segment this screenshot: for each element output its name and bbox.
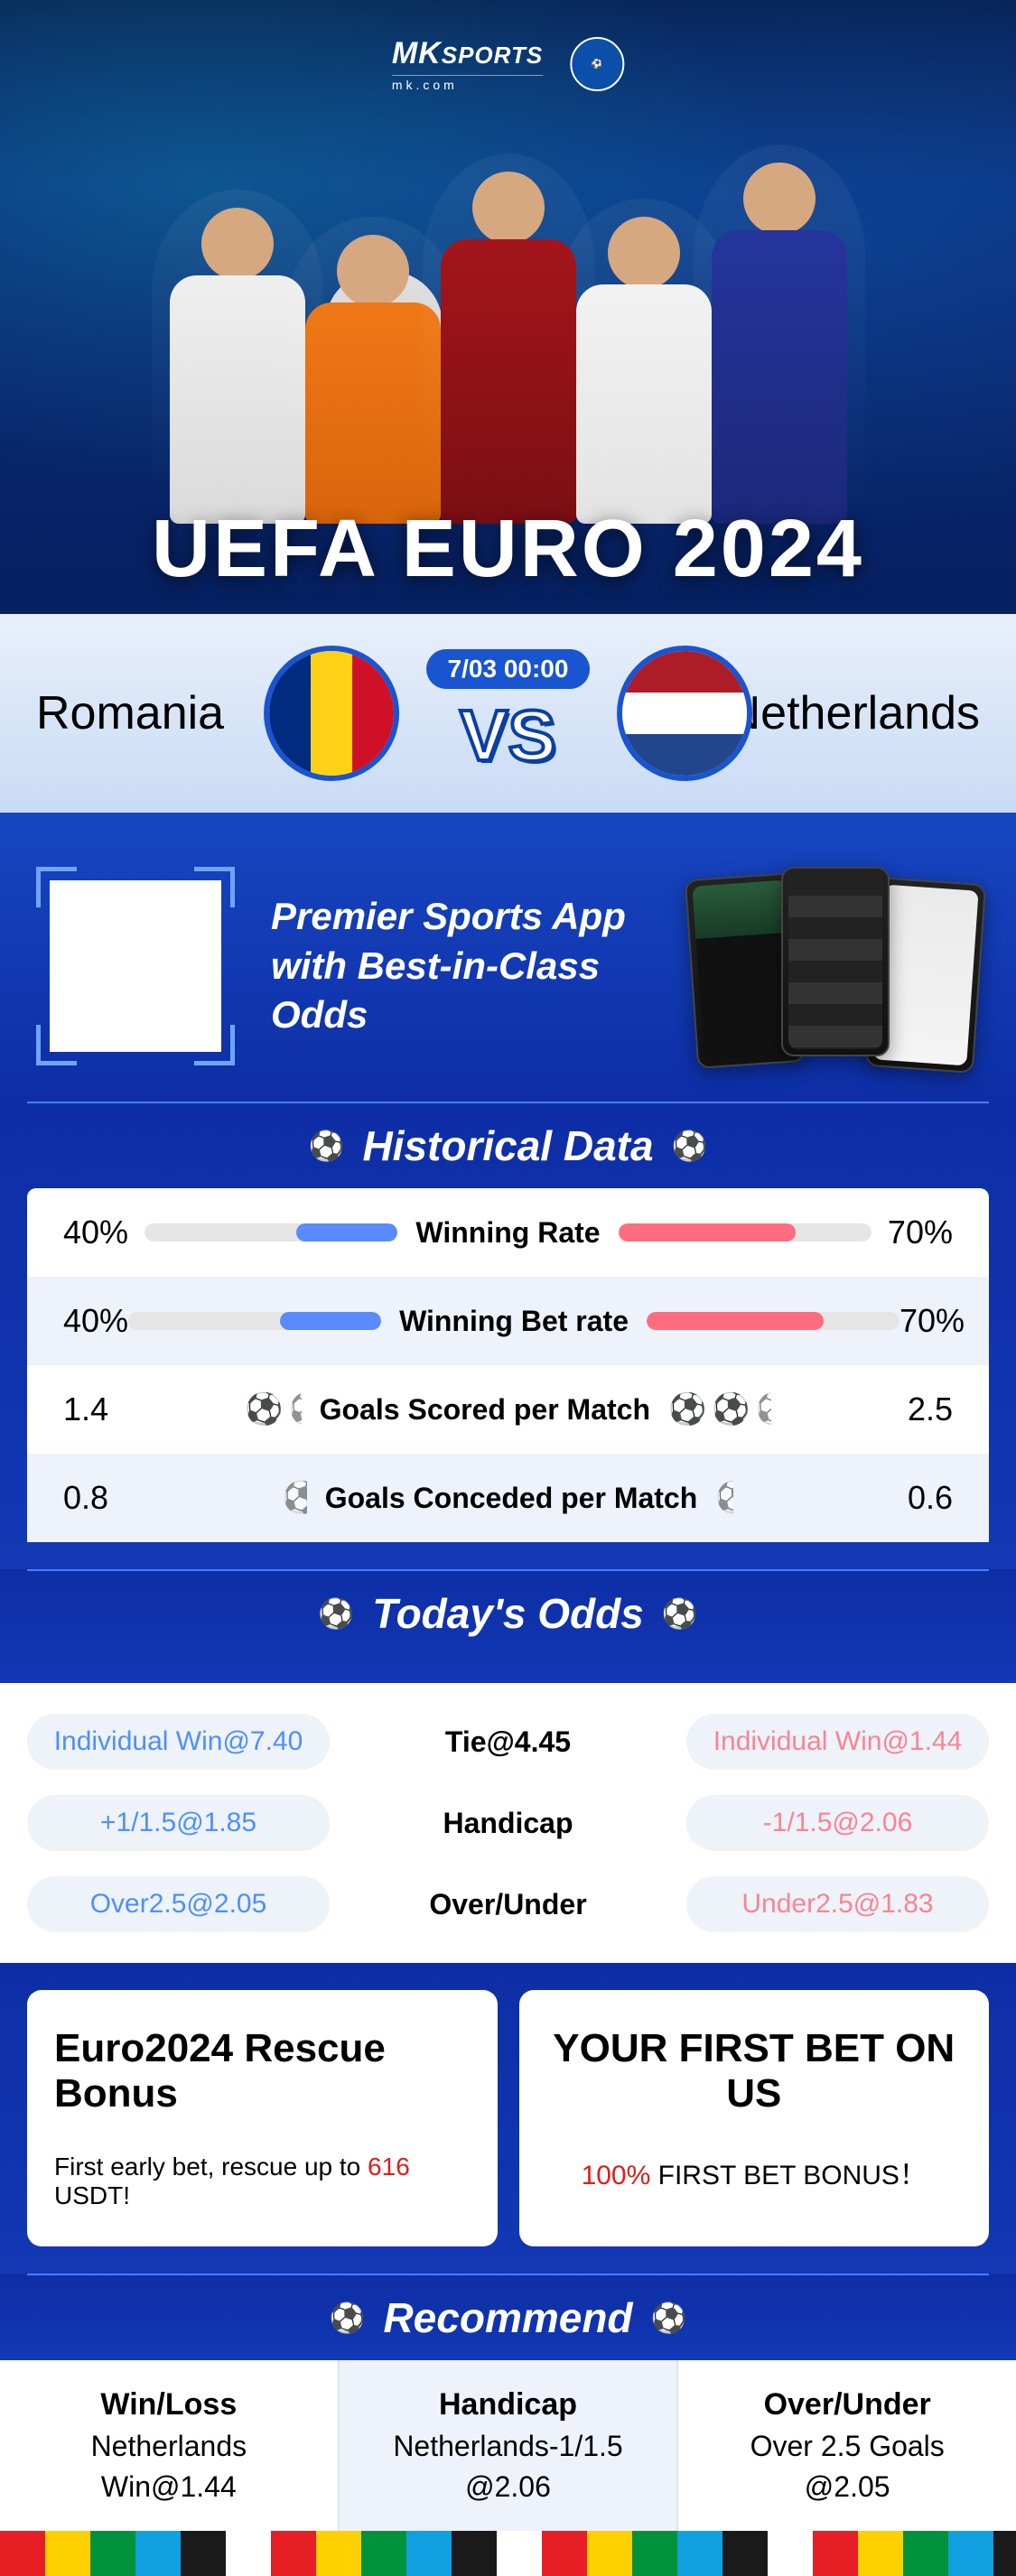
balls-right: ⚽⚽⚽ (668, 1391, 771, 1427)
stat-label: Goals Scored per Match (320, 1393, 650, 1427)
historical-row: 1.4 ⚽⚽ Goals Scored per Match ⚽⚽⚽ 2.5 (27, 1365, 989, 1454)
odds-right-pill[interactable]: Under2.5@1.83 (686, 1876, 989, 1932)
stat-label: Winning Rate (415, 1216, 600, 1250)
club-crest-icon: ⚽ (570, 37, 624, 91)
vs-label: VS (460, 694, 556, 777)
stat-left-value: 40% (63, 1214, 144, 1251)
historical-title: Historical Data (362, 1121, 653, 1170)
odds-row: Over2.5@2.05 Over/Under Under2.5@1.83 (27, 1864, 989, 1945)
historical-section: ⚽ Historical Data ⚽ 40% Winning Rate 70%… (0, 1102, 1016, 1569)
recommend-cell[interactable]: Handicap Netherlands-1/1.5 @2.06 (340, 2360, 679, 2531)
bonus-sub-2: 100% FIRST BET BONUS！ (546, 2153, 963, 2192)
qr-code-placeholder (50, 880, 221, 1052)
match-datetime: 7/03 00:00 (426, 649, 591, 689)
odds-table: Individual Win@7.40 Tie@4.45 Individual … (0, 1683, 1016, 1963)
historical-card: 40% Winning Rate 70% 40% Winning Bet rat… (27, 1188, 989, 1542)
odds-row: Individual Win@7.40 Tie@4.45 Individual … (27, 1701, 989, 1782)
recommend-table: Win/Loss Netherlands Win@1.44 Handicap N… (0, 2360, 1016, 2531)
stat-left-value: 0.8 (63, 1479, 181, 1517)
recommend-cell[interactable]: Over/Under Over 2.5 Goals @2.05 (678, 2360, 1016, 2531)
bottom-color-stripe (0, 2531, 1016, 2576)
odds-mid-label: Tie@4.45 (357, 1725, 659, 1759)
team-a-flag-icon (264, 646, 399, 781)
team-b-flag-icon (617, 646, 752, 781)
odds-left-pill[interactable]: Over2.5@2.05 (27, 1876, 330, 1932)
qr-code-frame[interactable] (36, 867, 235, 1065)
recommend-head: Win/Loss (9, 2387, 329, 2423)
balls-left: ⚽⚽ (245, 1391, 301, 1427)
odds-right-pill[interactable]: Individual Win@1.44 (686, 1714, 989, 1770)
recommend-odd: @2.05 (687, 2470, 1007, 2504)
recommend-head: Handicap (349, 2387, 668, 2423)
recommend-head: Over/Under (687, 2387, 1007, 2423)
ball-icon: ⚽ (651, 2301, 687, 2335)
recommend-header: ⚽ Recommend ⚽ (27, 2274, 989, 2360)
historical-header: ⚽ Historical Data ⚽ (27, 1102, 989, 1188)
historical-row: 0.8 ⚽ Goals Conceded per Match ⚽ 0.6 (27, 1454, 989, 1542)
stat-left-value: 40% (63, 1302, 128, 1340)
stat-right-value: 2.5 (835, 1390, 953, 1428)
hero-banner: MKSPORTS mk.com ⚽ UEFA EURO 2024 (0, 0, 1016, 614)
bonus-card-rescue[interactable]: Euro2024 Rescue Bonus First early bet, r… (27, 1990, 498, 2246)
stat-left-value: 1.4 (63, 1390, 181, 1428)
brand-topword: SPORTS (442, 42, 543, 69)
ball-icon: ⚽ (309, 1129, 345, 1163)
odds-right-pill[interactable]: -1/1.5@2.06 (686, 1795, 989, 1851)
recommend-value: Netherlands (9, 2430, 329, 2463)
brand-logo-block: MKSPORTS mk.com ⚽ (392, 36, 624, 92)
historical-row: 40% Winning Rate 70% (27, 1188, 989, 1277)
bonus-card-firstbet[interactable]: YOUR FIRST BET ON US 100% FIRST BET BONU… (519, 1990, 990, 2246)
stat-right-value: 0.6 (835, 1479, 953, 1517)
promo-line1: Premier Sports App (271, 892, 655, 942)
hero-title: UEFA EURO 2024 (152, 503, 864, 596)
brand-subline: mk.com (392, 75, 543, 92)
ball-icon: ⚽ (318, 1596, 354, 1631)
ball-icon: ⚽ (330, 2301, 366, 2335)
recommend-odd: Win@1.44 (9, 2470, 329, 2504)
recommend-value: Netherlands-1/1.5 (349, 2430, 668, 2463)
recommend-odd: @2.06 (349, 2470, 668, 2504)
odds-row: +1/1.5@1.85 Handicap -1/1.5@2.06 (27, 1782, 989, 1864)
bar-right (619, 1223, 872, 1242)
stat-label: Goals Conceded per Match (325, 1482, 698, 1515)
phone-mockups (691, 858, 980, 1074)
recommend-section: ⚽ Recommend ⚽ (0, 2274, 1016, 2360)
odds-mid-label: Over/Under (357, 1888, 659, 1921)
bonus-section: Euro2024 Rescue Bonus First early bet, r… (0, 1963, 1016, 2274)
vs-block: 7/03 00:00 VS (264, 646, 753, 781)
brand-name: MK (392, 36, 442, 70)
app-promo: Premier Sports App with Best-in-Class Od… (0, 813, 1016, 1102)
ball-icon: ⚽ (672, 1129, 708, 1163)
odds-left-pill[interactable]: Individual Win@7.40 (27, 1714, 330, 1770)
stat-label: Winning Bet rate (399, 1305, 629, 1338)
recommend-title: Recommend (383, 2293, 632, 2342)
promo-text: Premier Sports App with Best-in-Class Od… (271, 892, 655, 1040)
odds-left-pill[interactable]: +1/1.5@1.85 (27, 1795, 330, 1851)
bar-left (144, 1223, 397, 1242)
bonus-title-1: Euro2024 Rescue Bonus (54, 2026, 471, 2116)
recommend-value: Over 2.5 Goals (687, 2430, 1007, 2463)
odds-section: ⚽ Today's Odds ⚽ (0, 1569, 1016, 1683)
recommend-cell[interactable]: Win/Loss Netherlands Win@1.44 (0, 2360, 340, 2531)
stat-right-value: 70% (899, 1302, 965, 1340)
balls-right: ⚽ (715, 1480, 733, 1516)
ball-icon: ⚽ (662, 1596, 698, 1631)
promo-line2: with Best-in-Class Odds (271, 942, 655, 1040)
odds-title: Today's Odds (372, 1589, 644, 1638)
odds-header: ⚽ Today's Odds ⚽ (27, 1569, 989, 1656)
mk-logo: MKSPORTS mk.com (392, 36, 543, 92)
bar-left (128, 1312, 381, 1330)
balls-left: ⚽ (283, 1480, 307, 1516)
bar-right (647, 1312, 899, 1330)
historical-row: 40% Winning Bet rate 70% (27, 1277, 989, 1365)
bonus-sub-1: First early bet, rescue up to 616 USDT! (54, 2153, 471, 2210)
players-illustration (0, 135, 1016, 524)
odds-mid-label: Handicap (357, 1807, 659, 1840)
match-bar: Romania 7/03 00:00 VS Netherlands (0, 614, 1016, 813)
stat-right-value: 70% (872, 1214, 953, 1251)
bonus-title-2: YOUR FIRST BET ON US (546, 2026, 963, 2116)
